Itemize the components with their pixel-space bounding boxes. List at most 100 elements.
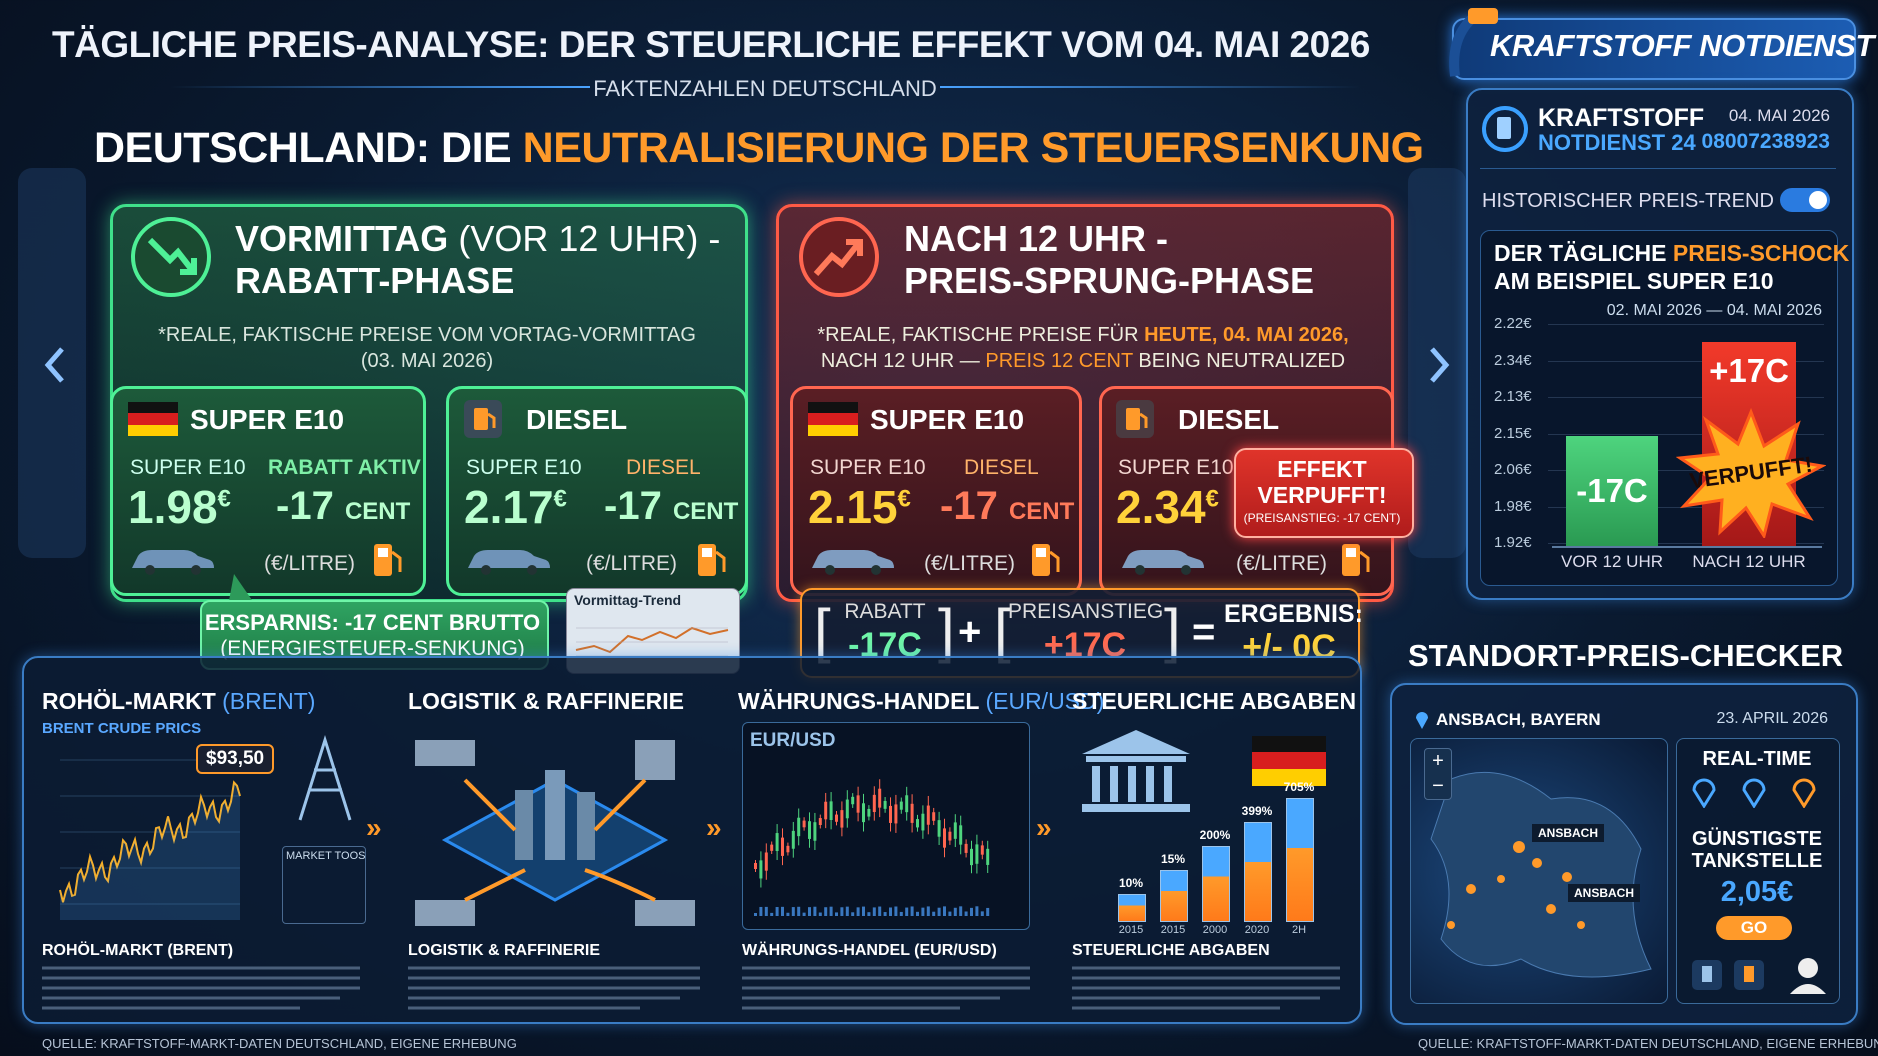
candle-body: [840, 810, 844, 828]
section-title-text: WÄHRUNGS-HANDEL: [738, 688, 980, 714]
bottom-icons: [1692, 958, 1826, 994]
morning-title-light: (VOR 12 UHR) -: [458, 218, 721, 259]
nav-right[interactable]: [1408, 168, 1466, 558]
card-label: RABATT AKTIV: [268, 456, 421, 479]
volume-bar: [937, 907, 941, 916]
map-shapes: [1430, 771, 1652, 978]
eq-label: RABATT: [844, 600, 926, 623]
market-box-title: MARKET TOOS: [286, 850, 366, 862]
chart-range: 02. MAI 2026 — 04. MAI 2026: [1606, 302, 1822, 319]
volume-bar: [921, 907, 925, 916]
toggle-knob[interactable]: [1809, 191, 1827, 209]
delta-value: -17: [604, 484, 662, 528]
go-button[interactable]: GO: [1716, 916, 1792, 940]
tax-bar: [1286, 798, 1314, 922]
tax-bar: [1118, 894, 1146, 922]
section-caption: ROHÖL-MARKT (BRENT): [42, 942, 234, 959]
volume-bar: [867, 912, 871, 916]
volume-bar: [878, 906, 882, 916]
delta-unit: CENT: [344, 498, 411, 525]
card-label: SUPER E10: [810, 456, 926, 479]
bottom-panel: [22, 656, 1362, 1024]
checker-title: STANDORT-PREIS-CHECKER: [1408, 638, 1844, 673]
card-label: SUPER E10: [1118, 456, 1234, 479]
checker-location: ANSBACH, BAYERN: [1436, 710, 1601, 729]
map-label: ANSBACH: [1568, 884, 1640, 902]
tax-bar-label: 10%: [1118, 876, 1144, 890]
candle-body: [862, 803, 865, 823]
volume-bar: [862, 906, 865, 916]
zoom-control[interactable]: + −: [1424, 748, 1452, 800]
effect-badge: [1234, 448, 1414, 538]
candle-body: [829, 801, 833, 821]
tax-bar: [1244, 822, 1272, 922]
volume-bar: [889, 907, 892, 916]
volume-bar: [781, 906, 784, 916]
currency: €: [553, 485, 567, 513]
fx-chart: [754, 779, 990, 916]
candle-body: [905, 795, 909, 813]
bar-category: VOR 12 UHR: [1560, 552, 1664, 571]
section-title: ROHÖL-MARKT (BRENT): [42, 688, 315, 715]
morning-title-line2: RABATT-PHASE: [235, 260, 515, 301]
candle-body: [943, 828, 946, 848]
savings-text: (ENERGIESTEUER-SENKUNG): [220, 637, 525, 660]
map[interactable]: [1410, 738, 1668, 1004]
volume-bar: [883, 912, 887, 916]
headline: DEUTSCHLAND: DIE NEUTRALISIERUNG DER STE…: [94, 124, 1424, 173]
callout-pointer: [228, 574, 256, 606]
bracket: ]: [1164, 597, 1181, 664]
tax-x-label: 2000: [1202, 924, 1228, 936]
eq-operator: =: [1192, 610, 1216, 654]
volume-bar: [905, 907, 909, 916]
candle-body: [980, 845, 984, 855]
chart-title-highlight: PREIS-SCHOCK: [1672, 240, 1850, 266]
cheapest-label: TANKSTELLE: [1691, 850, 1823, 872]
chart-label: EUR/USD: [750, 730, 836, 751]
checker-date: 23. APRIL 2026: [1716, 710, 1829, 727]
bracket: [: [994, 597, 1011, 664]
card-name: SUPER E10: [870, 404, 1025, 435]
volume-bar: [845, 906, 849, 916]
flag-germany: [128, 402, 178, 436]
divider: [940, 86, 1360, 88]
volume-bar: [840, 907, 844, 916]
note-text: *REALE, FAKTISCHE PREISE FÜR: [817, 324, 1139, 346]
footer-source: QUELLE: KRAFTSTOFF-MARKT-DATEN DEUTSCHLA…: [42, 1036, 517, 1051]
page-subtitle: FAKTENZAHLEN DEUTSCHLAND: [593, 76, 937, 101]
bar-label: +17C: [1709, 352, 1789, 389]
volume-bar: [953, 907, 957, 916]
pump-badge: [464, 400, 502, 438]
note-highlight: PREIS 12 CENT: [985, 350, 1133, 372]
volume-bar: [808, 907, 811, 916]
arrow-right[interactable]: [1424, 345, 1454, 385]
footer-source: QUELLE: KRAFTSTOFF-MARKT-DATEN DEUTSCHLA…: [1418, 1036, 1878, 1051]
volume-bar: [851, 912, 855, 916]
chart-title: AM BEISPIEL SUPER E10: [1494, 268, 1774, 294]
card-name: DIESEL: [526, 404, 628, 435]
eq-label: ERGEBNIS:: [1224, 600, 1363, 628]
grid-line: [1548, 543, 1824, 544]
card-unit: (€/LITRE): [924, 552, 1016, 575]
card-name: SUPER E10: [190, 404, 345, 435]
candle-body: [926, 805, 930, 825]
candle-body: [754, 863, 757, 869]
market-box: [282, 846, 366, 924]
toggle-switch[interactable]: [1780, 188, 1830, 212]
refinery-illustration: [415, 740, 695, 926]
card-price: 1.98€: [128, 480, 231, 534]
trend-up-icon: [799, 217, 879, 297]
section-title-sub: (EUR/USD): [985, 688, 1105, 714]
card-label: DIESEL: [626, 456, 701, 479]
tax-bar-label: 15%: [1160, 852, 1186, 866]
volume-bar: [786, 912, 790, 916]
currency: €: [897, 485, 911, 513]
volume-bar: [980, 911, 984, 916]
candle-body: [910, 803, 914, 823]
section-title-text: ROHÖL-MARKT: [42, 688, 216, 714]
grid-line: [1548, 397, 1824, 398]
y-tick-label: 2.13€: [1494, 388, 1532, 405]
arrow-left[interactable]: [40, 345, 70, 385]
price-value: 1.98: [128, 481, 218, 533]
